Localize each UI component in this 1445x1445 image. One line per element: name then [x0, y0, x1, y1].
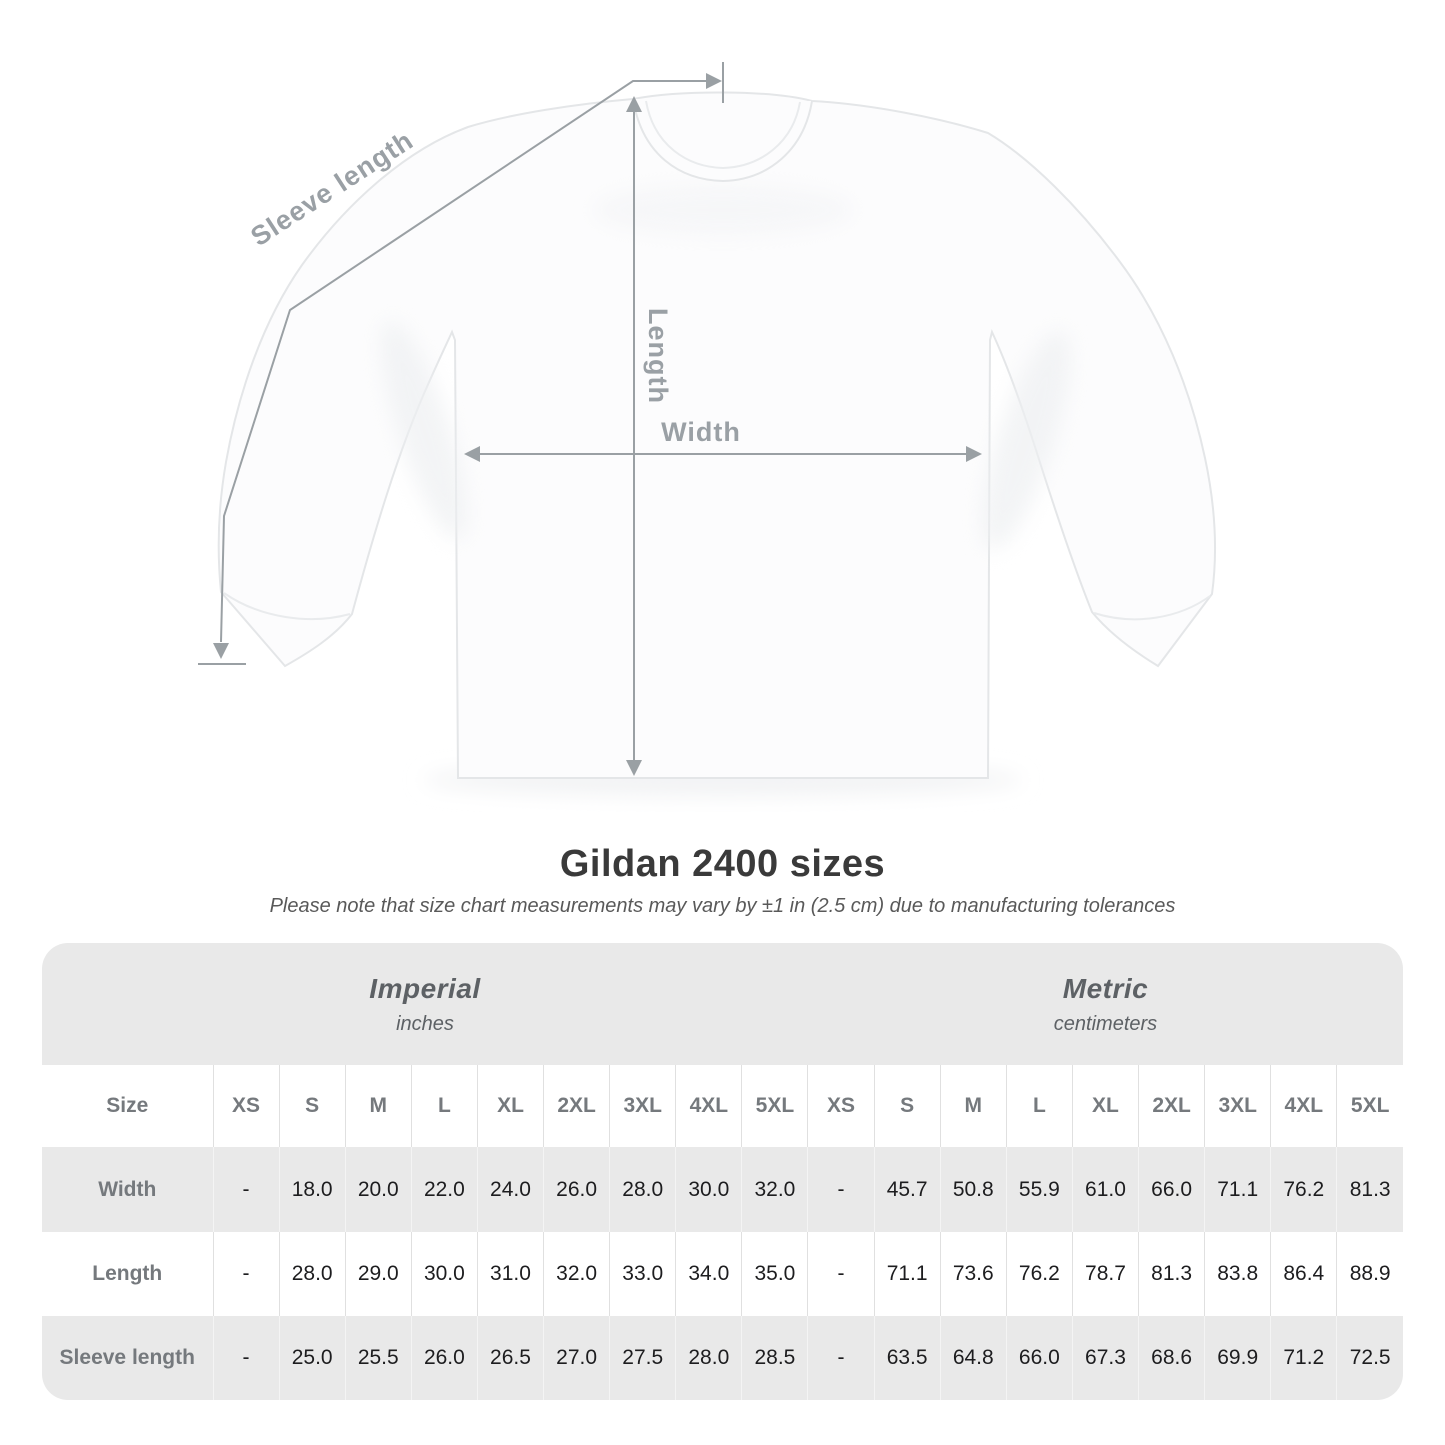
size-header-row: Size XS S M L XL 2XL 3XL 4XL 5XL XS S M … [42, 1065, 1403, 1148]
value-cell: 25.0 [278, 1315, 346, 1400]
value-cell: 26.0 [410, 1315, 478, 1400]
value-cell: 76.2 [1270, 1147, 1337, 1232]
value-cell: 20.0 [344, 1147, 412, 1232]
value-cell: 63.5 [873, 1315, 941, 1400]
value-cell: 30.0 [675, 1147, 742, 1232]
unit-band-row: Imperial inches Metric centimeters [42, 943, 1403, 1066]
size-col-header: XL [476, 1065, 544, 1148]
value-cell: 24.0 [476, 1147, 544, 1232]
size-table: Imperial inches Metric centimeters Size … [42, 943, 1403, 1400]
value-cell: 26.0 [543, 1147, 610, 1232]
value-cell: 88.9 [1336, 1231, 1403, 1316]
value-cell: 71.2 [1270, 1315, 1337, 1400]
value-cell: 81.3 [1336, 1147, 1403, 1232]
shirt-measurement-diagram: Sleeve length Length Width [198, 62, 1217, 796]
size-col-header: 2XL [543, 1065, 610, 1148]
size-col-header: XS [807, 1065, 875, 1148]
value-cell: 31.0 [476, 1231, 544, 1316]
value-cell: 69.9 [1204, 1315, 1271, 1400]
value-cell: - [807, 1315, 875, 1400]
size-col-header: M [344, 1065, 412, 1148]
size-col-header: 3XL [1204, 1065, 1271, 1148]
table-row-sleeve-length: Sleeve length - 25.0 25.5 26.0 26.5 27.0… [42, 1315, 1403, 1400]
value-cell: 45.7 [873, 1147, 941, 1232]
value-cell: 83.8 [1204, 1231, 1271, 1316]
value-cell: 68.6 [1138, 1315, 1205, 1400]
value-cell: 81.3 [1138, 1231, 1205, 1316]
value-cell: 78.7 [1071, 1231, 1139, 1316]
value-cell: 76.2 [1005, 1231, 1073, 1316]
value-cell: 27.5 [609, 1315, 676, 1400]
value-cell: 30.0 [410, 1231, 478, 1316]
shirt-graphic [217, 91, 1217, 796]
value-cell: 26.5 [476, 1315, 544, 1400]
length-label: Length [643, 308, 673, 404]
value-cell: 86.4 [1270, 1231, 1337, 1316]
size-col-header: XS [212, 1065, 280, 1148]
measurement-lines [198, 62, 972, 764]
value-cell: 28.0 [278, 1231, 346, 1316]
value-cell: - [807, 1147, 875, 1232]
value-cell: 61.0 [1071, 1147, 1139, 1232]
row-label: Width [42, 1147, 213, 1232]
value-cell: 28.0 [675, 1315, 742, 1400]
metric-band-title: Metric [1062, 972, 1149, 1004]
size-col-header: 4XL [1270, 1065, 1337, 1148]
value-cell: 33.0 [609, 1231, 676, 1316]
value-cell: 28.5 [741, 1315, 808, 1400]
value-cell: 66.0 [1138, 1147, 1205, 1232]
metric-band: Metric centimeters [807, 943, 1403, 1066]
value-cell: 32.0 [543, 1231, 610, 1316]
size-col-header: L [1005, 1065, 1073, 1148]
value-cell: 67.3 [1071, 1315, 1139, 1400]
width-label: Width [661, 417, 741, 447]
value-cell: 66.0 [1005, 1315, 1073, 1400]
value-cell: 22.0 [410, 1147, 478, 1232]
value-cell: 50.8 [939, 1147, 1007, 1232]
value-cell: 28.0 [609, 1147, 676, 1232]
table-row-length: Length - 28.0 29.0 30.0 31.0 32.0 33.0 3… [42, 1231, 1403, 1316]
row-label: Length [42, 1231, 213, 1316]
value-cell: 18.0 [278, 1147, 346, 1232]
size-col-header: 5XL [1336, 1065, 1403, 1148]
value-cell: 72.5 [1336, 1315, 1403, 1400]
imperial-band-title: Imperial [369, 972, 481, 1004]
size-col-header: XL [1071, 1065, 1139, 1148]
value-cell: - [212, 1231, 280, 1316]
value-cell: 34.0 [675, 1231, 742, 1316]
value-cell: 29.0 [344, 1231, 412, 1316]
metric-band-unit: centimeters [1053, 1012, 1158, 1035]
value-cell: 35.0 [741, 1231, 808, 1316]
imperial-band-unit: inches [396, 1012, 454, 1035]
value-cell: 32.0 [741, 1147, 808, 1232]
table-row-width: Width - 18.0 20.0 22.0 24.0 26.0 28.0 30… [42, 1147, 1403, 1232]
value-cell: 71.1 [1204, 1147, 1271, 1232]
size-header-label: Size [42, 1065, 213, 1148]
sleeve-length-line [220, 80, 718, 643]
size-col-header: 5XL [741, 1065, 808, 1148]
size-col-header: 4XL [675, 1065, 742, 1148]
imperial-band: Imperial inches [42, 943, 808, 1066]
value-cell: - [807, 1231, 875, 1316]
value-cell: 25.5 [344, 1315, 412, 1400]
value-cell: - [212, 1315, 280, 1400]
size-col-header: 3XL [609, 1065, 676, 1148]
size-col-header: L [410, 1065, 478, 1148]
size-col-header: 2XL [1138, 1065, 1205, 1148]
row-label: Sleeve length [42, 1315, 213, 1400]
value-cell: - [212, 1147, 280, 1232]
page-title: Gildan 2400 sizes [559, 843, 886, 885]
value-cell: 27.0 [543, 1315, 610, 1400]
value-cell: 73.6 [939, 1231, 1007, 1316]
size-col-header: S [278, 1065, 346, 1148]
value-cell: 55.9 [1005, 1147, 1073, 1232]
tolerance-note: Please note that size chart measurements… [269, 895, 1176, 917]
size-col-header: M [939, 1065, 1007, 1148]
value-cell: 71.1 [873, 1231, 941, 1316]
value-cell: 64.8 [939, 1315, 1007, 1400]
size-col-header: S [873, 1065, 941, 1148]
measurement-arrowheads [213, 73, 982, 776]
